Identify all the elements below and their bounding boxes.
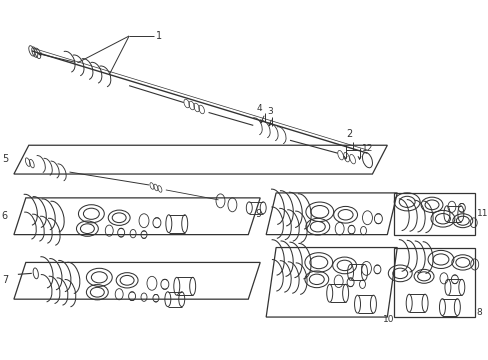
Text: 6: 6 (2, 211, 8, 221)
Text: 10: 10 (383, 315, 394, 324)
Text: 5: 5 (1, 154, 8, 164)
Text: 3: 3 (267, 107, 272, 116)
Text: 7: 7 (1, 275, 8, 285)
Text: 2: 2 (346, 129, 352, 139)
Text: 9: 9 (255, 209, 261, 219)
Text: 8: 8 (476, 308, 482, 317)
Text: 11: 11 (476, 209, 487, 218)
Text: 12: 12 (361, 144, 372, 153)
Text: 4: 4 (256, 104, 262, 113)
Text: 1: 1 (156, 31, 162, 41)
